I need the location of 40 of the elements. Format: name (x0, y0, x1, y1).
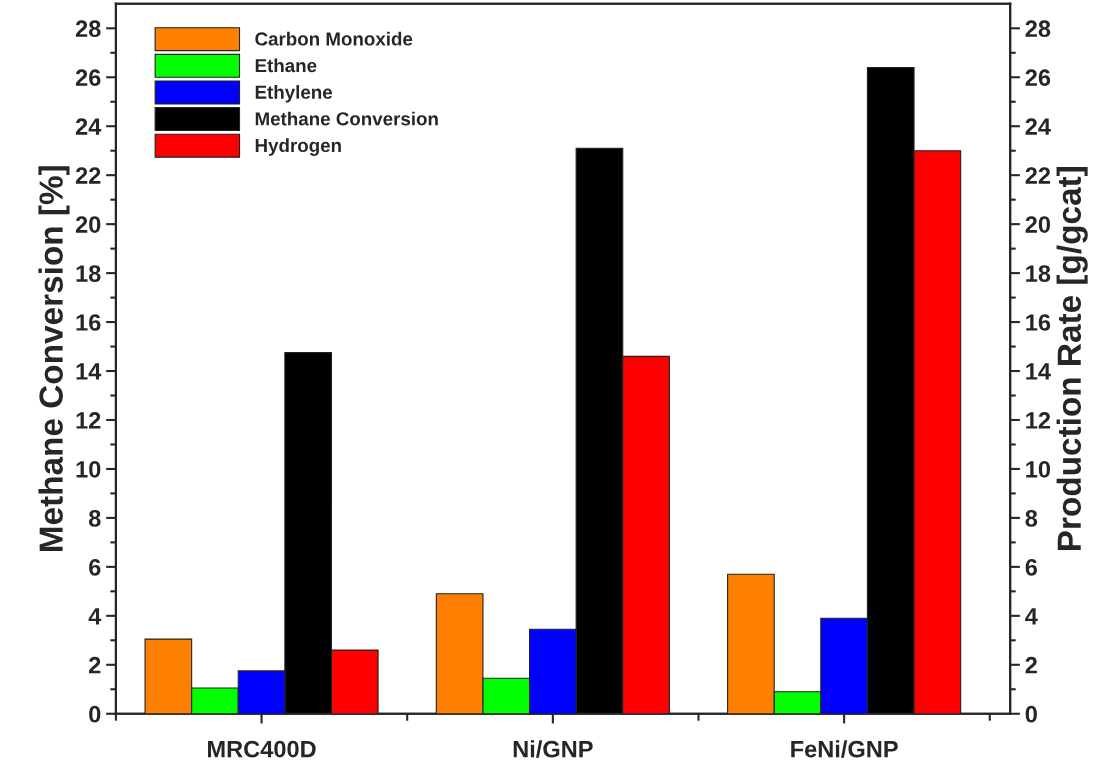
y2-tick-label: 22 (1025, 167, 1051, 184)
y2-tick-label: 12 (1026, 412, 1051, 429)
y-tick-label: 8 (88, 509, 101, 527)
y-tick-label: 16 (76, 314, 101, 331)
y-tick-label: 20 (75, 216, 101, 233)
y2-tick-label: 0 (1025, 705, 1037, 723)
y-tick-label: 2 (89, 656, 101, 674)
legend-label: Hydrogen (255, 138, 341, 156)
y2-tick-label: 2 (1025, 656, 1037, 674)
legend-label: Ethylene (255, 85, 333, 103)
y-tick-label: 26 (75, 69, 101, 87)
y2-tick-label: 6 (1025, 558, 1038, 576)
y2-tick-label: 8 (1025, 509, 1038, 527)
y-tick-label: 14 (76, 363, 102, 380)
y-tick-label: 24 (75, 118, 102, 135)
x-tick-label: Ni/GNP (513, 740, 593, 758)
y-axis-title: Methane Conversion [%] (38, 166, 70, 552)
y2-tick-label: 16 (1026, 314, 1051, 331)
y2-tick-label: 28 (1025, 20, 1051, 38)
y-tick-label: 28 (75, 20, 101, 38)
y2-tick-label: 10 (1026, 461, 1051, 478)
legend-label: Carbon Monoxide (255, 31, 413, 46)
x-tick-label: MRC400D (208, 740, 316, 758)
y-tick-label: 10 (76, 461, 101, 478)
y2-axis-title: Production Rate [g/gcat] (1056, 167, 1088, 551)
y-tick-label: 22 (75, 167, 101, 184)
y2-tick-label: 4 (1025, 608, 1038, 625)
y-tick-label: 6 (89, 558, 101, 576)
y2-tick-label: 20 (1025, 216, 1051, 233)
x-tick-label: FeNi/GNP (791, 740, 898, 758)
legend-label: Methane Conversion (255, 111, 438, 126)
y-tick-label: 12 (76, 412, 101, 429)
legend-label: Ethane (255, 58, 317, 73)
y-tick-label: 18 (76, 265, 101, 282)
y2-tick-label: 14 (1026, 363, 1051, 380)
y-tick-label: 0 (89, 705, 101, 723)
y2-tick-label: 26 (1025, 69, 1051, 87)
y2-tick-label: 24 (1025, 118, 1051, 135)
y-tick-label: 4 (88, 608, 102, 625)
y2-tick-label: 18 (1026, 265, 1051, 282)
